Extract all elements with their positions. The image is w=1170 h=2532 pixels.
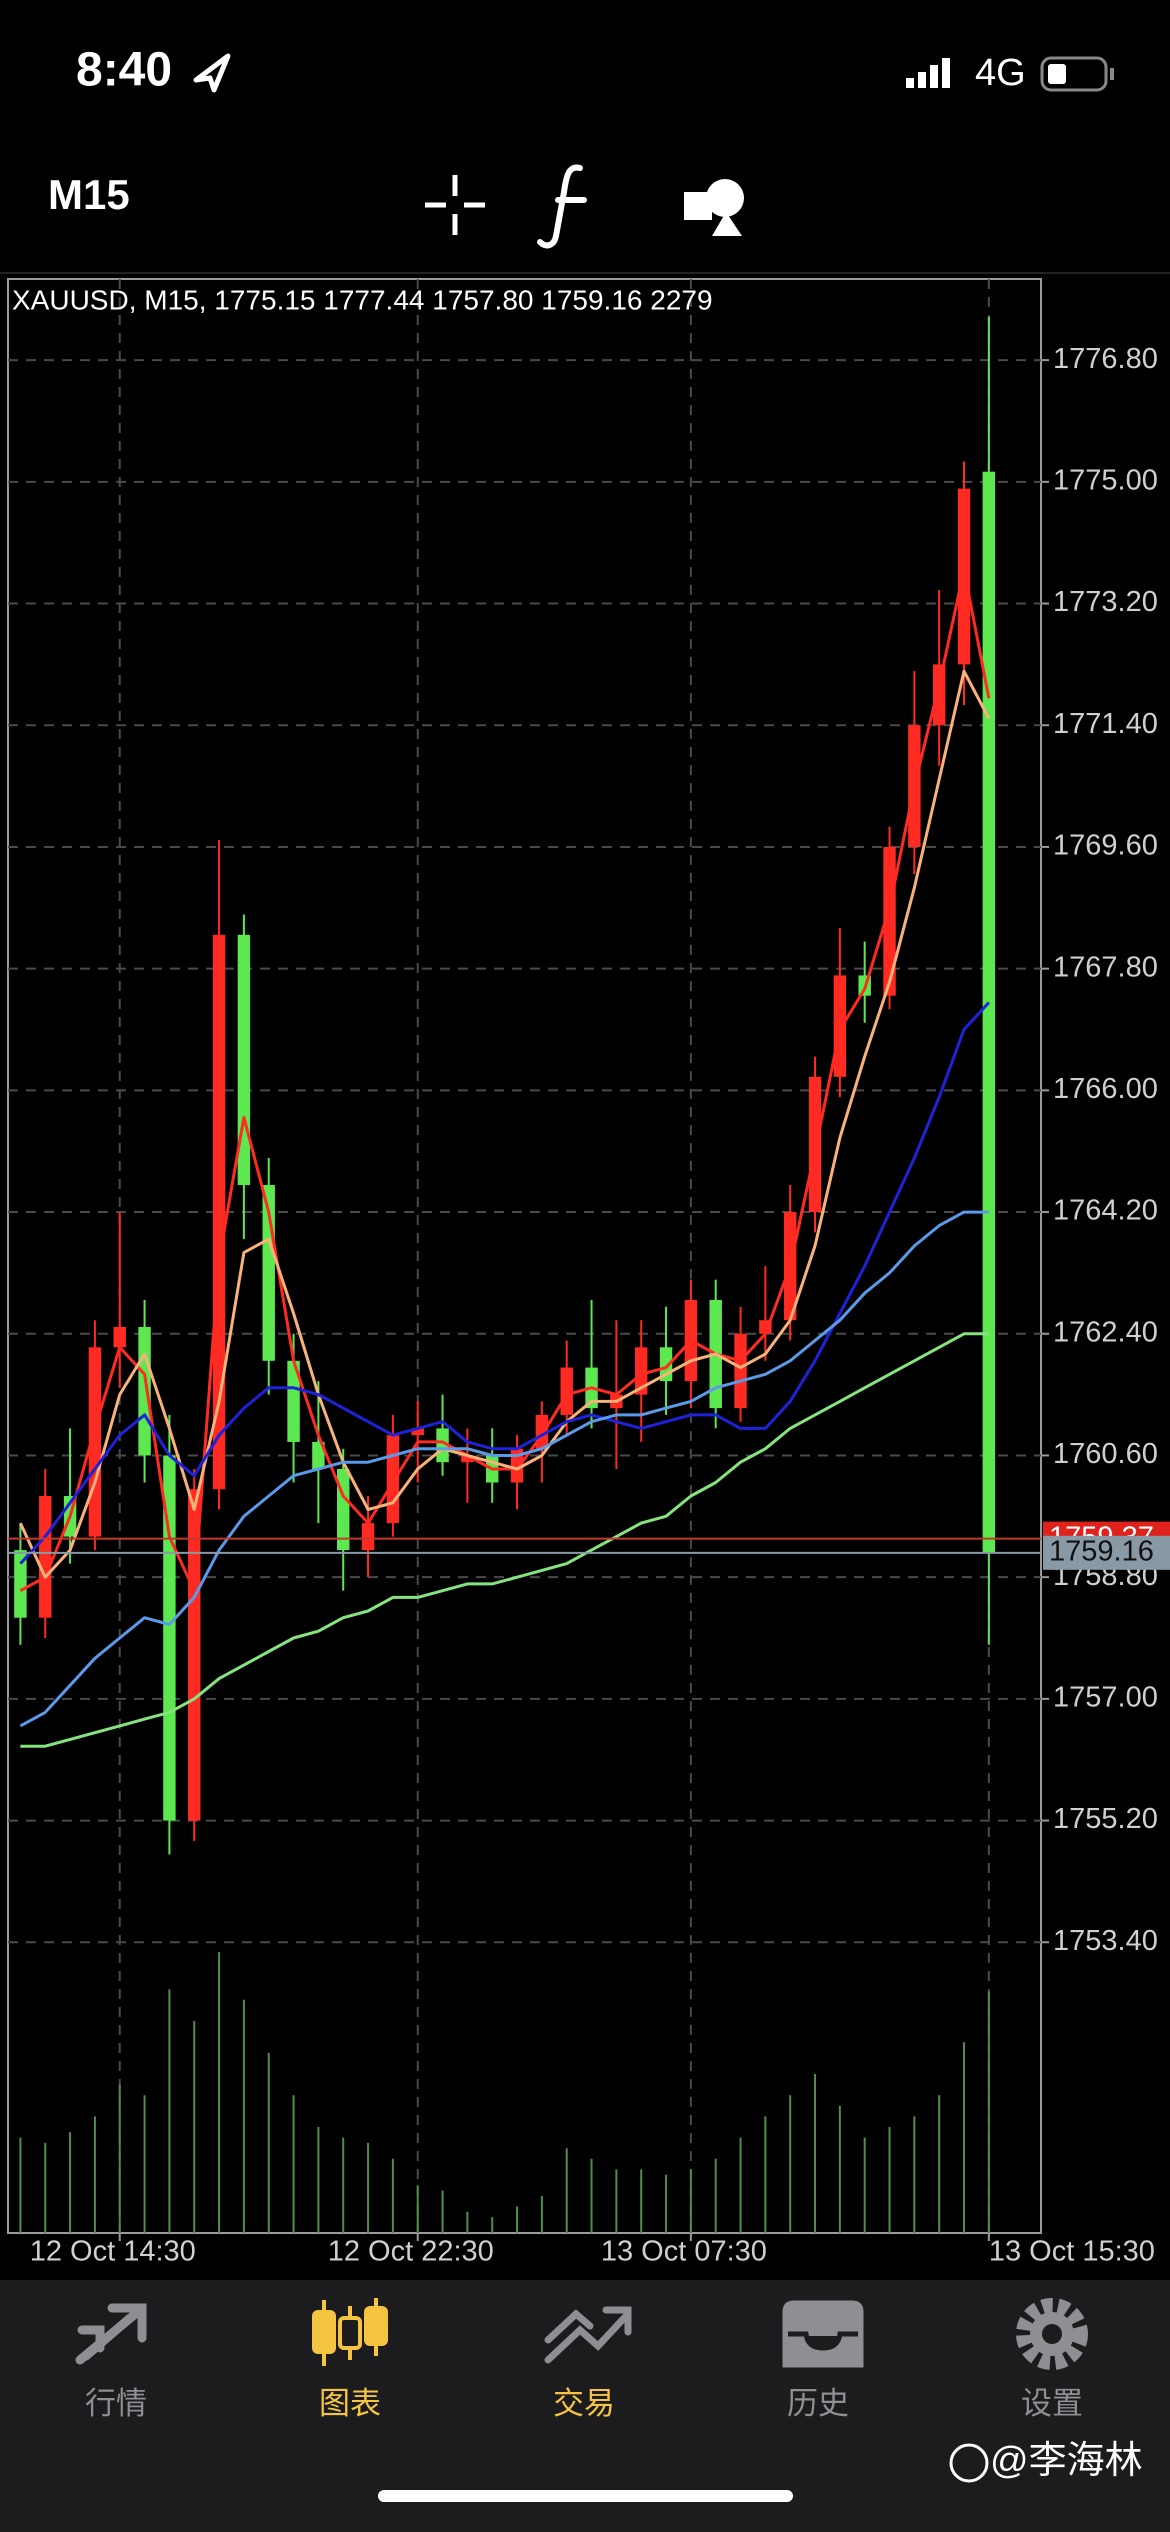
y-tick-label: 1757.00 (1053, 1682, 1158, 1714)
x-tick-label: 13 Oct 15:30 (989, 2236, 1155, 2268)
network-label: 4G (975, 52, 1026, 94)
candle-body (833, 975, 847, 1077)
y-tick-label: 1771.40 (1053, 708, 1158, 740)
candle-body (436, 1428, 449, 1463)
candle-body (411, 1428, 424, 1436)
tab-label: 交易 (553, 2386, 615, 2421)
y-tick-label: 1755.20 (1053, 1803, 1158, 1835)
y-tick-label: 1775.00 (1053, 464, 1158, 496)
battery-tip (1110, 68, 1114, 80)
candle-body (932, 664, 946, 726)
candle-body (14, 1550, 27, 1618)
y-tick-label: 1769.60 (1053, 830, 1158, 862)
battery-icon (1040, 56, 1108, 92)
objects-button[interactable] (684, 179, 744, 236)
candle-body (510, 1448, 524, 1483)
tab-label: 行情 (85, 2386, 147, 2421)
crosshair-button[interactable] (425, 175, 485, 235)
candle-body (734, 1333, 747, 1409)
moving-average (19, 1210, 989, 1728)
candle-body (312, 1441, 325, 1469)
candle-body (361, 1523, 375, 1551)
home-indicator (378, 2490, 793, 2502)
timeframe-button[interactable]: M15 (48, 171, 130, 218)
tab-icon (75, 2303, 147, 2365)
candle-body (461, 1455, 474, 1463)
watermark-logo (949, 2443, 989, 2483)
y-tick-label: 1766.00 (1053, 1073, 1158, 1105)
tab-quotes[interactable]: 行情 (75, 2303, 147, 2421)
y-tick-label: 1753.40 (1053, 1925, 1158, 1957)
candle-body (883, 846, 896, 996)
indicators-button[interactable] (537, 164, 587, 249)
tab-chart[interactable]: 图表 (312, 2298, 388, 2421)
x-tick-label: 12 Oct 14:30 (30, 2236, 196, 2268)
candle-body (212, 934, 226, 1490)
bid-label: 1759.16 (1049, 1535, 1154, 1567)
candle-body (386, 1435, 400, 1524)
tab-icon (1016, 2298, 1088, 2370)
y-tick-label: 1776.80 (1053, 343, 1158, 375)
status-time: 8:40 (76, 44, 172, 97)
tab-settings[interactable]: 设置 (1016, 2298, 1088, 2421)
y-tick-label: 1764.20 (1053, 1195, 1158, 1227)
y-tick-label: 1762.40 (1053, 1316, 1158, 1348)
moving-average (19, 568, 991, 1593)
tab-trade[interactable]: 交易 (544, 2306, 632, 2421)
y-tick-label: 1767.80 (1053, 951, 1158, 983)
tab-label: 历史 (787, 2386, 849, 2421)
candle-body (237, 934, 251, 1186)
candle-body (39, 1496, 52, 1618)
watermark: @李海林 (990, 2440, 1143, 2482)
tab-icon-detail (788, 2331, 858, 2351)
x-tick-label: 12 Oct 22:30 (328, 2236, 494, 2268)
tab-icon (312, 2298, 388, 2366)
bid-label-box (1043, 1535, 1170, 1570)
signal-icon (906, 58, 950, 88)
y-tick-label: 1773.20 (1053, 586, 1158, 618)
candle-body (560, 1367, 573, 1415)
y-tick-label: 1760.60 (1053, 1438, 1158, 1470)
moving-average (20, 1332, 989, 1748)
plot (8, 316, 1041, 2233)
battery-level (1048, 64, 1066, 84)
plot-frame (7, 278, 1042, 2234)
tab-history[interactable]: 历史 (782, 2300, 864, 2421)
candle-body (982, 471, 996, 1553)
x-tick-label: 13 Oct 07:30 (601, 2236, 767, 2268)
tab-label: 设置 (1021, 2386, 1083, 2421)
candle-body (138, 1326, 151, 1456)
location-icon (193, 53, 231, 93)
candle-body (287, 1360, 300, 1442)
candle-body (113, 1326, 126, 1348)
chart-header: XAUUSD, M15, 1775.15 1777.44 1757.80 175… (12, 284, 713, 315)
moving-average (19, 669, 991, 1579)
moving-average (19, 1001, 991, 1565)
candle-body (188, 1489, 201, 1821)
tab-icon (544, 2306, 632, 2364)
tab-icon-hole (1042, 2324, 1062, 2344)
candle-body (635, 1347, 648, 1395)
tab-label: 图表 (319, 2386, 381, 2421)
